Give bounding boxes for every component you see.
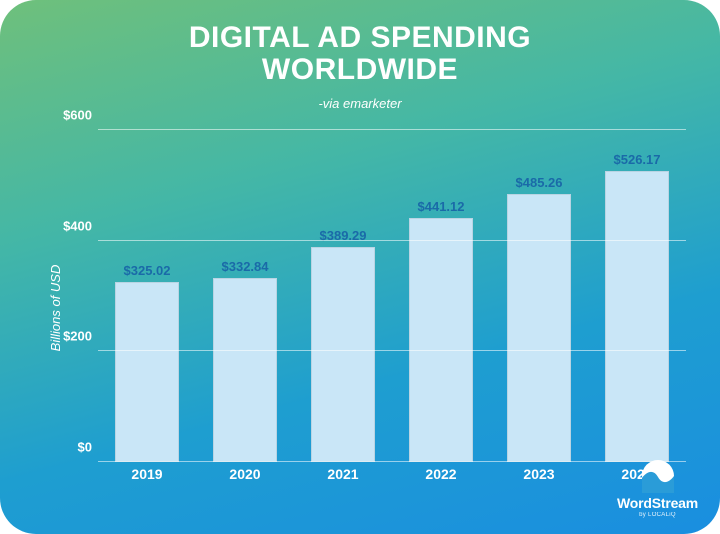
y-axis-label: Billions of USD [48, 265, 63, 352]
bar [605, 171, 670, 462]
bar-column: $389.29 [294, 130, 392, 462]
x-tick-label: 2023 [490, 466, 588, 482]
brand-byline: by LOCALiQ [639, 512, 676, 518]
grid-line [98, 240, 686, 241]
bar-column: $526.17 [588, 130, 686, 462]
grid-line [98, 350, 686, 351]
x-tick-label: 2019 [98, 466, 196, 482]
chart-title: DIGITAL AD SPENDINGWORLDWIDE [0, 22, 720, 85]
x-axis: 201920202021202220232024 [98, 462, 686, 486]
x-tick-label: 2021 [294, 466, 392, 482]
bar [213, 278, 278, 462]
y-tick-label: $400 [44, 218, 92, 233]
bar-column: $441.12 [392, 130, 490, 462]
bar [409, 218, 474, 462]
y-tick-label: $0 [44, 440, 92, 455]
bar-column: $325.02 [98, 130, 196, 462]
bar-value-label: $325.02 [124, 263, 171, 278]
bar [507, 194, 572, 463]
bar-value-label: $441.12 [418, 199, 465, 214]
grid-line [98, 129, 686, 130]
x-tick-label: 2020 [196, 466, 294, 482]
y-tick-label: $600 [44, 108, 92, 123]
chart-subtitle: -via emarketer [0, 96, 720, 111]
bar-value-label: $485.26 [516, 175, 563, 190]
brand-name: WordStream [617, 495, 698, 511]
brand-logo: WordStream by LOCALiQ [617, 459, 698, 518]
chart-area: $325.02 $332.84 $389.29 $441.12 $485.26 $526.… [98, 130, 686, 486]
bar-value-label: $526.17 [614, 152, 661, 167]
wave-icon [641, 459, 675, 493]
bar-column: $485.26 [490, 130, 588, 462]
bar-value-label: $332.84 [222, 259, 269, 274]
bar-column: $332.84 [196, 130, 294, 462]
chart-card: DIGITAL AD SPENDINGWORLDWIDE -via emarke… [0, 0, 720, 534]
bar [115, 282, 180, 462]
plot-area: $325.02 $332.84 $389.29 $441.12 $485.26 $526.… [98, 130, 686, 462]
bar [311, 247, 376, 462]
x-tick-label: 2022 [392, 466, 490, 482]
bars-container: $325.02 $332.84 $389.29 $441.12 $485.26 $526.… [98, 130, 686, 462]
